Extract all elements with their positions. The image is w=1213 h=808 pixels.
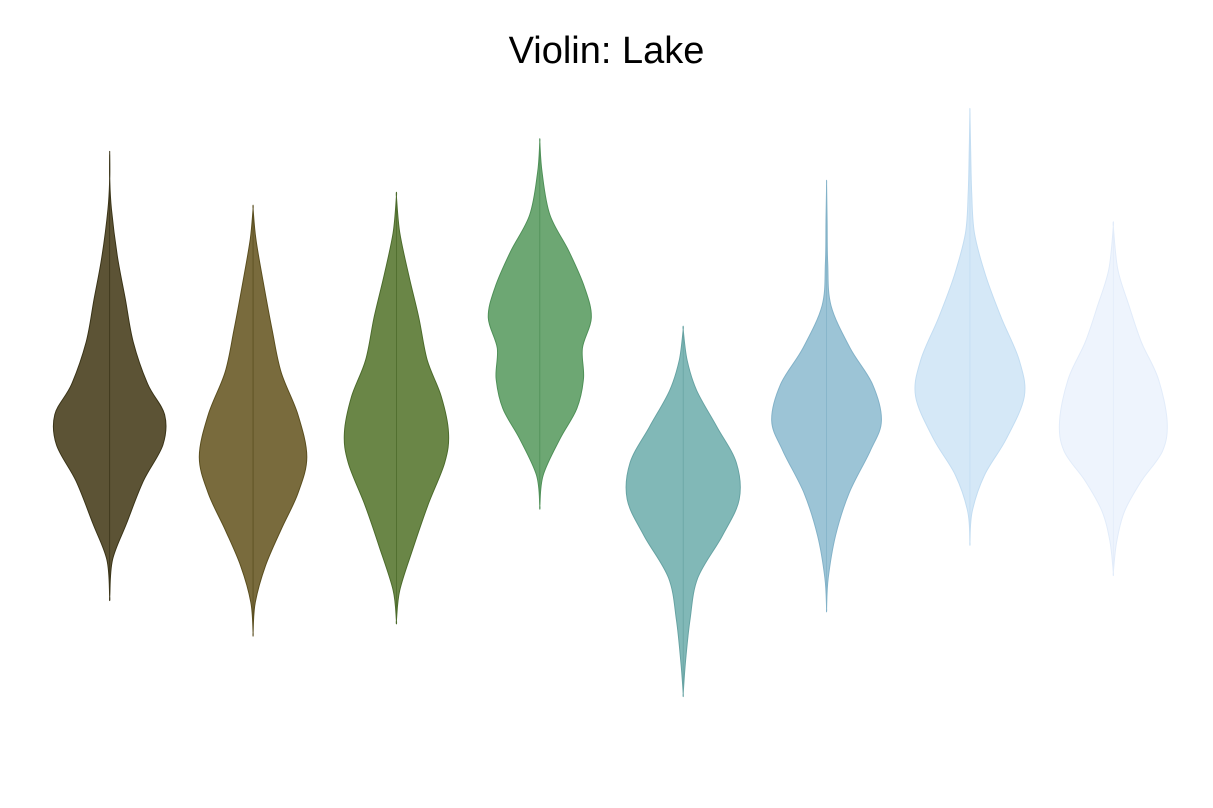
chart-title: Violin: Lake: [508, 30, 705, 72]
